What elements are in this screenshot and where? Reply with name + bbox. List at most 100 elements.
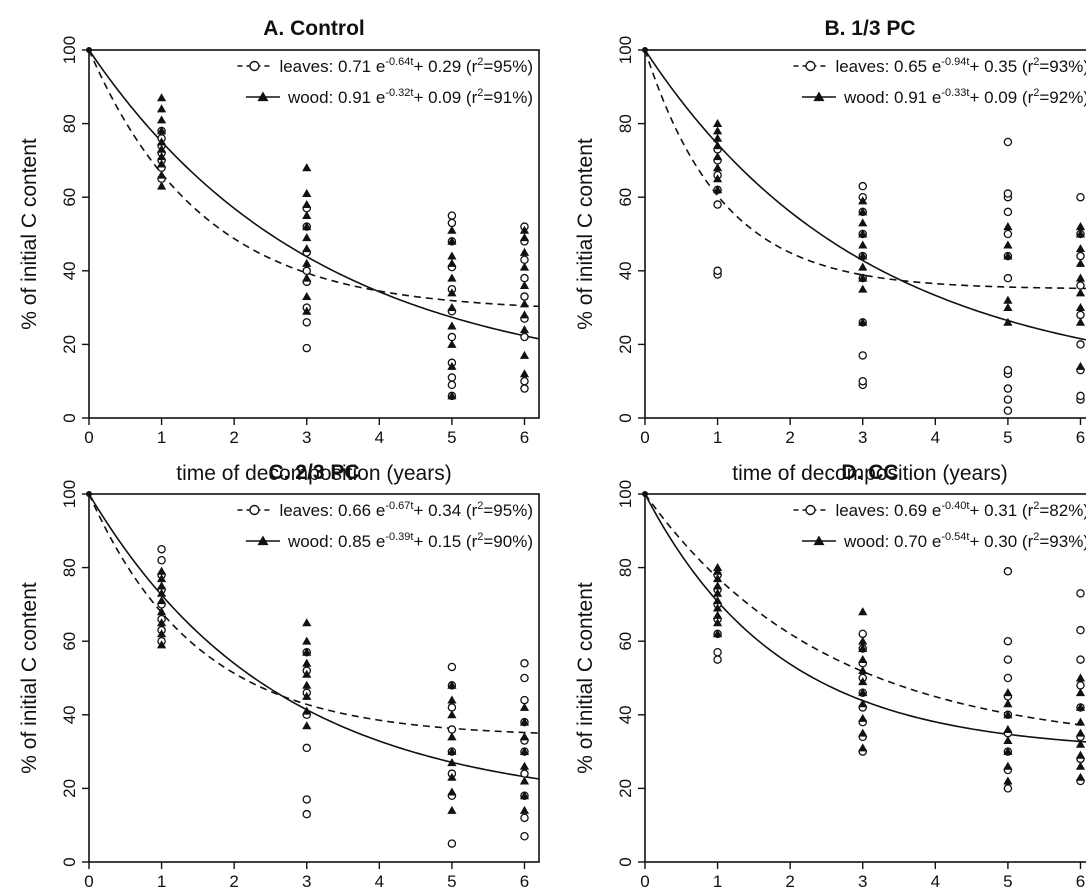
wood-point	[302, 637, 311, 645]
leaves-point	[303, 744, 310, 751]
y-tick-label: 60	[60, 632, 79, 651]
leaves-point	[303, 796, 310, 803]
leaves-point	[521, 814, 528, 821]
leaves-point	[1077, 682, 1084, 689]
leaves-point	[859, 630, 866, 637]
leaves-legend-text: leaves: 0.69 e-0.40t+ 0.31 (r2=82%)	[835, 500, 1086, 520]
wood-point	[302, 721, 311, 729]
y-tick-label: 0	[616, 857, 635, 866]
wood-point	[713, 119, 722, 127]
leaves-legend-part: leaves: 0.66 e	[279, 501, 385, 520]
leaves-point	[521, 275, 528, 282]
y-tick-label: 80	[616, 114, 635, 133]
leaves-point	[521, 378, 528, 385]
y-tick-label: 100	[60, 480, 79, 508]
wood-point	[1003, 736, 1012, 744]
wood-point	[302, 163, 311, 171]
leaves-fit-line	[89, 494, 539, 733]
x-tick-label: 4	[931, 428, 940, 447]
wood-point	[1003, 688, 1012, 696]
leaves-point	[859, 378, 866, 385]
wood-point	[858, 218, 867, 226]
wood-point	[447, 806, 456, 814]
wood-point	[157, 182, 166, 190]
wood-point	[520, 703, 529, 711]
y-tick-label: 60	[616, 188, 635, 207]
wood-point	[302, 259, 311, 267]
wood-point	[858, 729, 867, 737]
wood-point	[447, 695, 456, 703]
wood-legend-part: + 0.30 (r	[969, 532, 1033, 551]
x-tick-label: 0	[640, 872, 649, 889]
leaves-point	[714, 656, 721, 663]
y-tick-label: 40	[616, 705, 635, 724]
leaves-point	[714, 649, 721, 656]
wood-point	[447, 303, 456, 311]
x-tick-label: 1	[157, 872, 166, 889]
initial-point	[642, 47, 648, 53]
x-tick-label: 6	[520, 872, 529, 889]
leaves-legend-part: -0.67t	[385, 500, 413, 512]
y-tick-label: 60	[616, 632, 635, 651]
x-tick-label: 4	[375, 872, 384, 889]
wood-point	[520, 299, 529, 307]
wood-point	[520, 806, 529, 814]
y-tick-label: 80	[60, 558, 79, 577]
y-axis-label: % of initial C content	[574, 138, 597, 330]
leaves-legend-part: -0.94t	[941, 56, 969, 68]
wood-point	[858, 240, 867, 248]
chart-title: A. Control	[263, 17, 364, 40]
wood-point	[713, 152, 722, 160]
wood-point	[520, 310, 529, 318]
wood-point	[1076, 244, 1085, 252]
wood-point	[1076, 751, 1085, 759]
wood-legend-part: =93%)	[1039, 532, 1086, 551]
x-tick-label: 5	[1003, 428, 1012, 447]
wood-legend-text: wood: 0.70 e-0.54t+ 0.30 (r2=93%)	[843, 531, 1086, 551]
wood-point	[713, 163, 722, 171]
leaves-fit-line	[645, 50, 1086, 289]
x-tick-label: 2	[229, 428, 238, 447]
y-tick-label: 0	[60, 413, 79, 422]
wood-point	[447, 787, 456, 795]
y-tick-label: 20	[616, 335, 635, 354]
leaves-legend-part: =95%)	[483, 57, 533, 76]
wood-point	[1076, 773, 1085, 781]
leaves-point	[1004, 208, 1011, 215]
leaves-legend-part: -0.64t	[385, 56, 413, 68]
y-tick-label: 20	[60, 779, 79, 798]
wood-point	[1003, 240, 1012, 248]
wood-point	[520, 248, 529, 256]
x-tick-label: 3	[858, 428, 867, 447]
wood-point	[157, 104, 166, 112]
x-tick-label: 5	[447, 428, 456, 447]
wood-point	[1003, 725, 1012, 733]
wood-point	[1076, 362, 1085, 370]
wood-point	[302, 681, 311, 689]
y-tick-label: 40	[60, 705, 79, 724]
wood-point	[157, 596, 166, 604]
leaves-point	[1004, 385, 1011, 392]
wood-point	[520, 263, 529, 271]
wood-point	[302, 292, 311, 300]
leaves-point	[448, 663, 455, 670]
wood-legend-text: wood: 0.91 e-0.32t+ 0.09 (r2=91%)	[287, 87, 533, 107]
wood-point	[1003, 222, 1012, 230]
y-tick-label: 0	[60, 857, 79, 866]
leaves-point	[1077, 194, 1084, 201]
leaves-point	[158, 546, 165, 553]
leaves-legend-part: leaves: 0.69 e	[835, 501, 941, 520]
leaves-legend-part: =95%)	[483, 501, 533, 520]
wood-legend-part: -0.39t	[385, 531, 413, 543]
leaves-legend-part: + 0.29 (r	[413, 57, 477, 76]
leaves-point	[1077, 656, 1084, 663]
x-tick-label: 3	[302, 428, 311, 447]
leaves-point	[714, 267, 721, 274]
chart-panel-1: A. Control0 1 2 3 4 5 6020406080100time of dec…	[18, 17, 539, 485]
y-tick-label: 100	[616, 480, 635, 508]
y-tick-label: 100	[616, 36, 635, 64]
leaves-point	[1077, 282, 1084, 289]
wood-point	[447, 259, 456, 267]
leaves-point	[448, 704, 455, 711]
